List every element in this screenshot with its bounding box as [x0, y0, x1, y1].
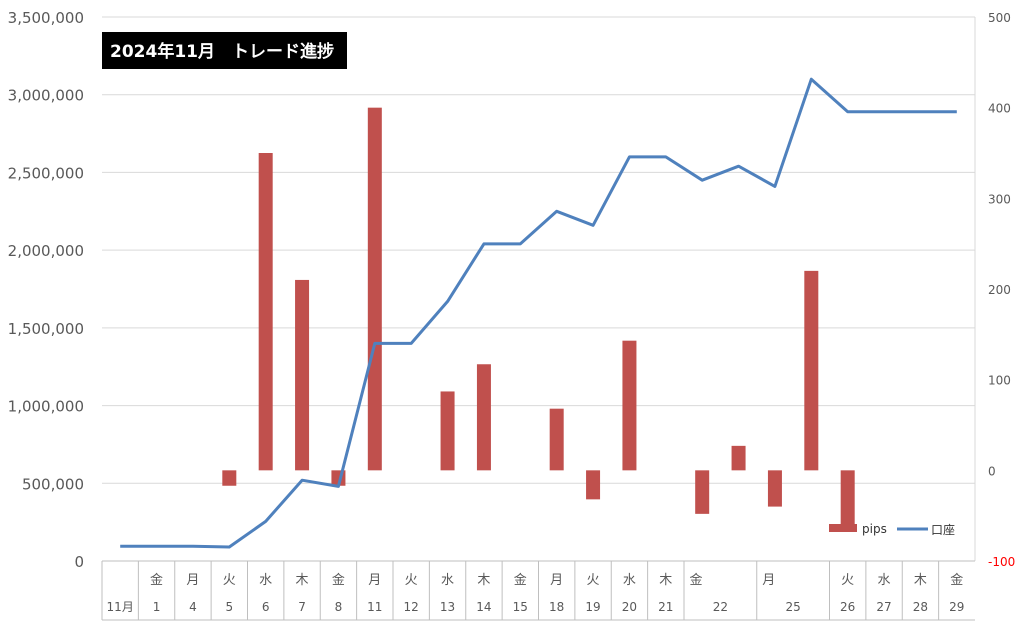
weekday-label: 金 [514, 572, 527, 588]
pips-bar [731, 445, 746, 471]
day-label: 29 [949, 600, 964, 614]
right-tick-label: 300 [988, 192, 1011, 206]
weekday-label: 金 [332, 572, 345, 588]
weekday-label: 水 [259, 573, 272, 588]
day-label: 5 [225, 600, 233, 614]
weekday-label: 月 [186, 573, 199, 588]
day-label: 25 [785, 600, 800, 614]
weekday-label: 火 [223, 573, 236, 588]
weekday-label: 木 [659, 573, 672, 588]
weekday-label: 月 [368, 573, 381, 588]
day-label: 28 [913, 600, 928, 614]
left-tick-label: 2,500,000 [8, 164, 84, 182]
right-axis-tick-labels: -100 0 100 200 300 400 500 [988, 11, 1015, 569]
day-label: 14 [476, 600, 491, 614]
day-label: 1 [153, 600, 161, 614]
left-tick-label: 1,500,000 [8, 320, 84, 338]
pips-bar [295, 279, 310, 471]
pips-bar [549, 408, 564, 471]
day-label: 15 [513, 600, 528, 614]
day-label: 13 [440, 600, 455, 614]
legend-pips-label: pips [862, 522, 887, 536]
weekday-label: 木 [477, 573, 490, 588]
weekday-label: 水 [878, 573, 891, 588]
weekday-label: 金 [950, 572, 963, 588]
day-label: 18 [549, 600, 564, 614]
pips-bar-series [222, 107, 855, 527]
legend-pips-swatch [829, 524, 857, 532]
left-axis-tick-labels: 0 500,000 1,000,000 1,500,000 2,000,000 2,500… [8, 9, 84, 571]
day-label: 11 [367, 600, 382, 614]
weekday-label: 木 [296, 573, 309, 588]
pips-bar [767, 470, 782, 507]
left-tick-label: 500,000 [22, 475, 84, 493]
weekday-label: 火 [405, 573, 418, 588]
left-tick-label: 2,000,000 [8, 242, 84, 260]
right-tick-label: 400 [988, 102, 1011, 116]
left-tick-label: 0 [74, 553, 84, 571]
account-line [120, 77, 957, 549]
legend: pips 口座 [829, 522, 955, 537]
chart-title: 2024年11月 トレード進捗 [110, 41, 334, 62]
legend-account-label: 口座 [931, 522, 955, 537]
pips-bar [586, 470, 601, 500]
pips-bar [222, 470, 237, 486]
pips-bar [622, 340, 637, 471]
right-tick-label: 500 [988, 11, 1011, 25]
pips-bar [476, 364, 491, 471]
pips-bar [440, 391, 455, 471]
day-label: 6 [262, 600, 270, 614]
weekday-label: 水 [441, 573, 454, 588]
day-label: 7 [298, 600, 306, 614]
weekday-label: 月 [550, 573, 563, 588]
right-tick-label: 0 [988, 464, 996, 478]
title-background [102, 32, 347, 69]
pips-bar [367, 107, 382, 471]
pips-bar [258, 153, 273, 471]
month-label: 11月 [107, 600, 134, 614]
day-label: 12 [404, 600, 419, 614]
day-label: 22 [713, 600, 728, 614]
weekday-label: 金 [150, 572, 163, 588]
day-label: 4 [189, 600, 197, 614]
left-tick-label: 3,500,000 [8, 9, 84, 27]
day-label: 27 [876, 600, 891, 614]
day-label: 26 [840, 600, 855, 614]
weekday-label: 水 [623, 573, 636, 588]
account-line-series [120, 77, 957, 549]
day-label: 20 [622, 600, 637, 614]
weekday-label: 金 [689, 572, 702, 588]
left-tick-label: 3,000,000 [8, 87, 84, 105]
day-label: 21 [658, 600, 673, 614]
pips-bar [840, 470, 855, 527]
weekday-label: 木 [914, 573, 927, 588]
right-tick-label: 100 [988, 374, 1011, 388]
day-label: 19 [585, 600, 600, 614]
pips-bar [804, 270, 819, 471]
left-tick-label: 1,000,000 [8, 398, 84, 416]
right-tick-label: 200 [988, 283, 1011, 297]
day-label: 8 [335, 600, 343, 614]
pips-bar [695, 470, 710, 514]
weekday-label: 月 [762, 573, 775, 588]
weekday-label: 火 [587, 573, 600, 588]
weekday-label: 火 [841, 573, 854, 588]
right-tick-label: -100 [988, 555, 1015, 569]
category-axis-labels: 金 1 月 4 火 5 水 6 木 7 金 8 月 11 火 12 水 13 木 14 金 15 月 18 火 19 水 20 木 21 金… [107, 561, 964, 620]
